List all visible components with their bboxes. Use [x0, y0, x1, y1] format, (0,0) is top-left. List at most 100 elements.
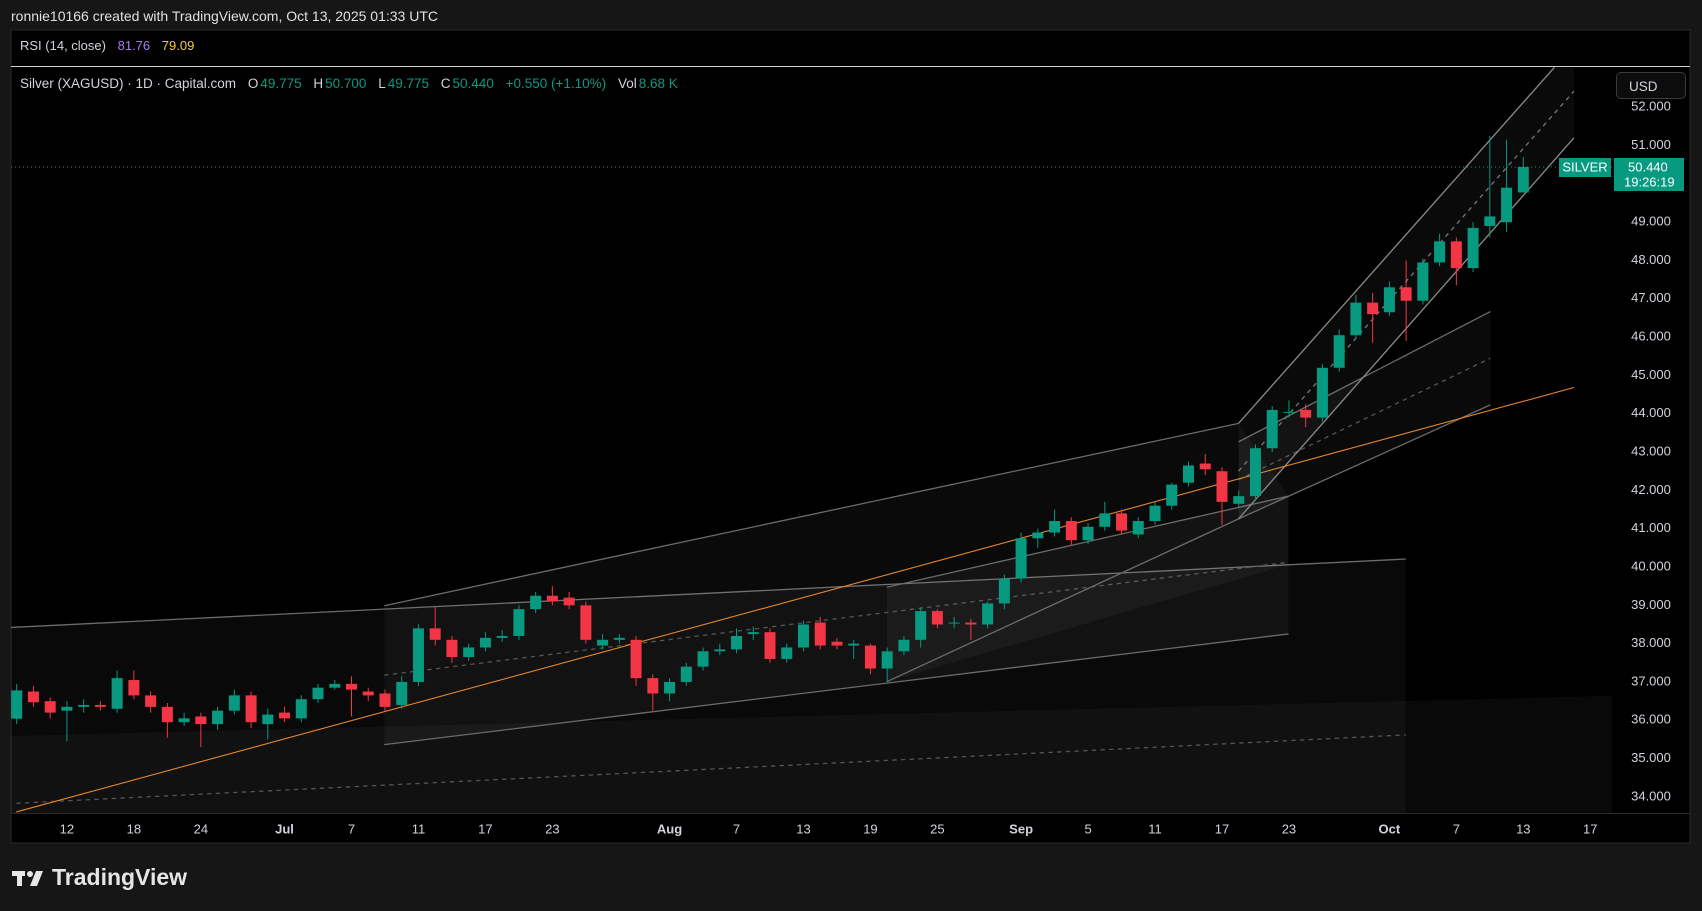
trend-line: [16, 386, 1575, 813]
candle-body: [647, 678, 659, 694]
candle-body: [697, 651, 709, 667]
candle-body: [1049, 521, 1061, 533]
channel-line: [886, 518, 1239, 683]
channel-line: [1238, 404, 1491, 520]
candle-body: [563, 597, 575, 606]
candle-body: [463, 647, 475, 658]
candle-body: [714, 649, 726, 652]
y-tick-label: 41.000: [1631, 520, 1671, 535]
candle-body: [212, 710, 224, 725]
y-tick-label: 34.000: [1631, 788, 1671, 803]
x-tick-label: 12: [60, 821, 74, 836]
legend-value: 50.700: [325, 76, 367, 91]
channel-midline: [1238, 357, 1491, 481]
channel-line: [1238, 67, 1555, 424]
x-tick-label: Jul: [275, 821, 294, 836]
candle-body: [27, 691, 39, 703]
x-tick-label: 7: [1453, 821, 1460, 836]
x-tick-label: 23: [545, 821, 559, 836]
candles: [11, 135, 1612, 748]
candle-body: [228, 695, 240, 711]
y-tick-label: 51.000: [1631, 137, 1671, 152]
x-tick-label: 13: [796, 821, 810, 836]
attribution: ronnie10166 created with TradingView.com…: [11, 8, 438, 24]
legend-value: 49.775: [260, 76, 302, 91]
indicator-value: 81.76: [117, 38, 151, 53]
y-tick-label: 38.000: [1631, 635, 1671, 650]
candle-body: [1316, 367, 1328, 418]
y-tick-label: 49.000: [1631, 214, 1671, 229]
candle-body: [245, 695, 257, 723]
candle-body: [965, 622, 977, 625]
y-tick-label: 52.000: [1631, 99, 1671, 114]
y-tick-label: 35.000: [1631, 750, 1671, 765]
x-tick-label: 13: [1516, 821, 1530, 836]
candle-body: [1149, 505, 1161, 522]
candle-body: [1383, 287, 1395, 313]
legend-key: C: [440, 76, 451, 91]
y-tick-label: 43.000: [1631, 444, 1671, 459]
candle-body: [496, 635, 508, 638]
countdown-label: 19:26:19: [1624, 174, 1675, 189]
candle-body: [1099, 513, 1111, 527]
currency-button[interactable]: USD: [1616, 72, 1686, 99]
price-label-box: [1614, 158, 1684, 191]
x-tick-label: 18: [127, 821, 141, 836]
candle-body: [1350, 302, 1362, 336]
candle-body: [1367, 302, 1379, 315]
candle-body: [1132, 521, 1144, 535]
candle-body: [1450, 241, 1462, 269]
candle-body: [797, 624, 809, 648]
candle-body: [898, 639, 910, 652]
candle-body: [1400, 287, 1412, 301]
candle-body: [664, 681, 676, 694]
symbol-legend: Silver (XAGUSD) · 1D · Capital.com O 49.7…: [20, 76, 680, 91]
logo-icon: [12, 870, 43, 886]
channel-midline: [16, 734, 1406, 804]
x-tick-label: 19: [863, 821, 877, 836]
candle-body: [94, 704, 106, 707]
x-tick-label: 5: [1084, 821, 1091, 836]
candle-body: [479, 637, 491, 648]
candle-body: [396, 681, 408, 705]
candle-body: [848, 643, 860, 646]
candle-body: [1249, 448, 1261, 497]
x-tick-label: Aug: [657, 821, 682, 836]
x-tick-label: 24: [194, 821, 208, 836]
candle-body: [1116, 513, 1128, 531]
candle-body: [312, 687, 324, 700]
candle-body: [61, 706, 73, 711]
logo: TradingView: [12, 864, 187, 891]
candle-body: [982, 603, 994, 625]
candle-body: [78, 704, 90, 707]
candle-body: [864, 645, 876, 669]
candle-body: [1417, 262, 1429, 301]
candle-body: [881, 651, 893, 669]
candle-body: [630, 639, 642, 679]
candle-body: [446, 639, 458, 658]
candle-body: [1333, 335, 1345, 368]
y-tick-label: 36.000: [1631, 712, 1671, 727]
candle-body: [145, 695, 157, 707]
x-tick-label: 25: [930, 821, 944, 836]
channel-line: [384, 633, 1289, 746]
y-tick-label: 46.000: [1631, 329, 1671, 344]
candle-body: [262, 714, 274, 725]
candle-body: [1199, 463, 1211, 470]
candle-body: [781, 647, 793, 659]
price-label: 50.440: [1628, 159, 1668, 174]
candle-body: [1065, 521, 1077, 541]
y-tick-label: 39.000: [1631, 597, 1671, 612]
candle-body: [178, 718, 190, 723]
symbol-label: SILVER: [1562, 159, 1607, 174]
chart-frame: [10, 29, 1691, 844]
candle-body: [44, 701, 56, 713]
candle-body: [1484, 216, 1496, 227]
candle-body: [1501, 187, 1513, 223]
legend-key: O: [247, 76, 259, 91]
candle-body: [1082, 526, 1094, 541]
candle-body: [111, 678, 123, 709]
legend-change: +0.550 (+1.10%): [505, 76, 607, 91]
